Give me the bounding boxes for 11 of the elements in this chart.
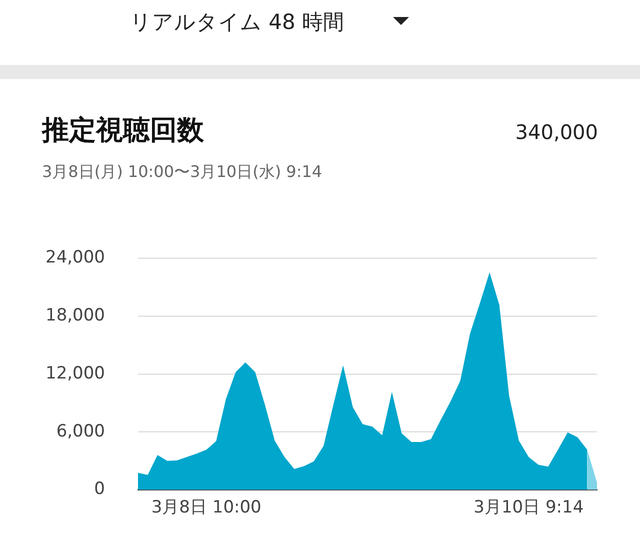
chart-subtitle: 3月8日(月) 10:00〜3月10日(水) 9:14: [42, 162, 322, 183]
y-tick-label: 0: [94, 479, 105, 500]
x-tick-label: 3月8日 10:00: [151, 497, 262, 518]
text: リアルタイム 48 時間: [130, 9, 344, 36]
chart-title: 推定視聴回数: [42, 114, 204, 148]
y-tick-label: 24,000: [46, 248, 105, 268]
text: 340,000: [515, 120, 598, 144]
y-tick-label: 18,000: [46, 306, 105, 326]
x-tick-label: 3月10日 9:14: [474, 497, 584, 518]
y-tick-label: 12,000: [46, 363, 105, 384]
y-tick-label: 6,000: [56, 421, 105, 442]
